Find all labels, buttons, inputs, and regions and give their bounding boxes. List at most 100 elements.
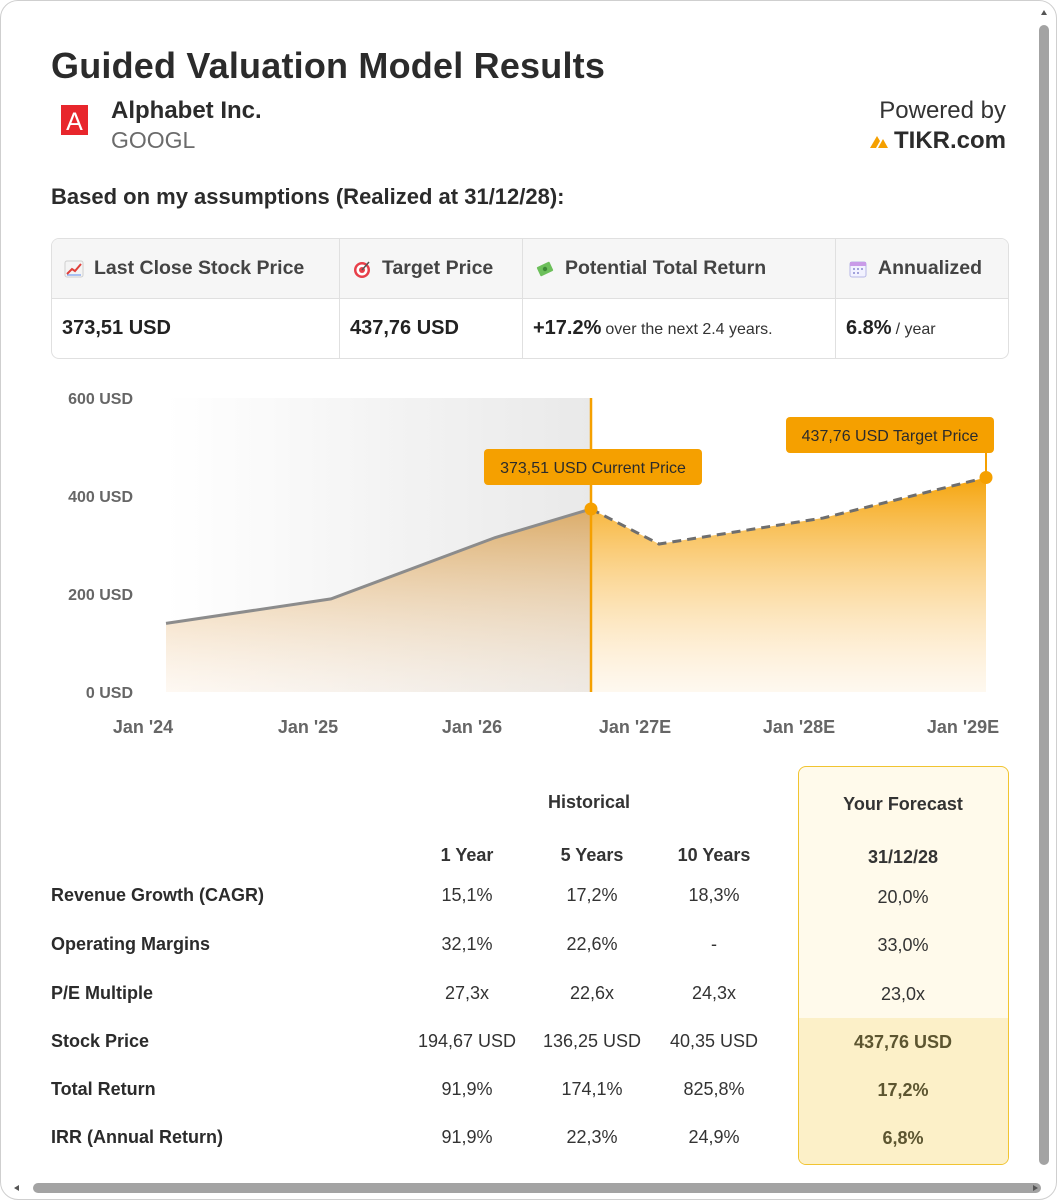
row-label: Stock Price <box>51 1031 150 1051</box>
cell: 40,35 USD <box>669 1031 759 1051</box>
cell: 18,3% <box>688 885 740 905</box>
col-10-years: 10 Years <box>677 845 751 865</box>
potential-label: Potential Total Return <box>565 257 767 279</box>
x-tick-label: Jan '26 <box>442 717 502 737</box>
assumptions-heading: Based on my assumptions (Realized at 31/… <box>51 184 565 209</box>
cell: 24,9% <box>688 1127 740 1147</box>
historical-heading: Historical <box>547 792 631 812</box>
y-tick-label: 400 USD <box>68 489 133 506</box>
chart-increasing-icon <box>64 260 84 277</box>
cell: 22,6% <box>566 934 618 954</box>
summary-last-close: Last Close Stock Price 373,51 USD <box>52 239 340 358</box>
cell: 91,9% <box>441 1127 493 1147</box>
col-5-years: 5 Years <box>560 845 624 865</box>
current-price-callout: 373,51 USD Current Price <box>484 449 702 516</box>
x-tick-label: Jan '27E <box>599 717 671 737</box>
scroll-left-icon[interactable] <box>13 1184 21 1192</box>
price-chart: 600 USD 400 USD 200 USD 0 USD Jan '24 Jan '2… <box>68 391 999 737</box>
svg-text:A: A <box>66 108 83 135</box>
potential-suffix: over the next 2.4 years. <box>605 321 773 338</box>
price-point <box>584 502 598 516</box>
forecast-line <box>590 476 987 546</box>
annualized-suffix: / year <box>895 321 936 338</box>
col-forecast-date: 31/12/28 <box>867 847 939 867</box>
vertical-scrollbar[interactable] <box>1038 7 1050 1167</box>
forecast-column <box>798 766 1009 1165</box>
cell: 91,9% <box>441 1079 493 1099</box>
row-label: Total Return <box>51 1079 156 1099</box>
cell: - <box>711 934 717 954</box>
row-label: Operating Margins <box>51 934 211 954</box>
forecast-cell: 23,0x <box>880 984 926 1004</box>
annualized-label: Annualized <box>878 257 983 279</box>
potential-value: +17.2% over the next 2.4 years. <box>533 317 773 340</box>
summary-table: Last Close Stock Price 373,51 USD Target… <box>51 238 1009 359</box>
annualized-rate: 6.8% <box>846 317 892 339</box>
forecast-cell: 6,8% <box>882 1128 924 1148</box>
summary-target: Target Price 437,76 USD <box>340 239 523 358</box>
price-point <box>979 470 993 484</box>
cell: 194,67 USD <box>417 1031 517 1051</box>
horizontal-scroll-thumb[interactable] <box>33 1183 1041 1193</box>
tikr-link[interactable]: TIKR.com <box>869 127 1006 155</box>
target-price-callout: 437,76 USD Target Price <box>786 417 994 484</box>
forecast-cell: 20,0% <box>877 887 929 907</box>
calendar-icon <box>849 261 867 277</box>
cell: 24,3x <box>691 983 737 1003</box>
cell: 17,2% <box>566 885 618 905</box>
forecast-area <box>591 477 986 692</box>
tikr-logo-icon <box>869 136 888 148</box>
target-value: 437,76 USD <box>350 317 459 339</box>
company-name: Alphabet Inc. <box>111 97 262 124</box>
company-logo-icon: A <box>61 105 88 135</box>
cell: 32,1% <box>441 934 493 954</box>
horizontal-scrollbar[interactable] <box>11 1181 1041 1195</box>
forecast-cell: 17,2% <box>877 1080 929 1100</box>
y-tick-label: 200 USD <box>68 587 133 604</box>
last-close-label: Last Close Stock Price <box>94 257 305 279</box>
target-icon <box>354 261 370 278</box>
x-tick-label: Jan '29E <box>927 717 999 737</box>
callout-label: 437,76 USD Target Price <box>802 428 979 445</box>
cell: 22,3% <box>566 1127 618 1147</box>
vertical-scroll-thumb[interactable] <box>1039 25 1049 1165</box>
history-area <box>166 508 591 692</box>
money-wings-icon <box>536 261 554 276</box>
summary-annualized: Annualized 6.8% / year <box>836 239 1008 358</box>
forecast-heading: Your Forecast <box>843 794 963 814</box>
forecast-cell: 33,0% <box>877 935 929 955</box>
company-ticker: GOOGL <box>111 127 196 153</box>
forecast-cell: 437,76 USD <box>853 1032 953 1052</box>
y-tick-label: 600 USD <box>68 391 133 408</box>
cell: 174,1% <box>561 1079 623 1099</box>
y-tick-label: 0 USD <box>86 685 133 702</box>
target-label: Target Price <box>382 257 494 279</box>
col-1-year: 1 Year <box>440 845 494 865</box>
potential-return: +17.2% <box>533 317 602 339</box>
cell: 136,25 USD <box>542 1031 642 1051</box>
cell: 15,1% <box>441 885 493 905</box>
x-tick-label: Jan '24 <box>113 717 173 737</box>
powered-by-label: Powered by <box>879 97 1006 124</box>
callout-box <box>484 449 702 485</box>
cell: 22,6x <box>569 983 615 1003</box>
page-title: Guided Valuation Model Results <box>51 45 606 86</box>
x-tick-label: Jan '25 <box>278 717 338 737</box>
cell: 27,3x <box>444 983 490 1003</box>
forecast-highlight <box>799 1018 1008 1164</box>
callout-label: 373,51 USD Current Price <box>500 460 686 477</box>
tikr-brand: TIKR.com <box>893 127 1006 154</box>
returns-table: Historical Your Forecast 1 Year 5 Years … <box>1 761 1056 1181</box>
annualized-value: 6.8% / year <box>846 317 936 340</box>
row-label: P/E Multiple <box>51 983 154 1003</box>
row-label: Revenue Growth (CAGR) <box>51 885 265 905</box>
summary-header <box>52 239 1008 299</box>
scroll-up-icon[interactable] <box>1040 9 1048 17</box>
last-close-value: 373,51 USD <box>62 317 171 339</box>
summary-potential: Potential Total Return +17.2% over the ne… <box>523 239 836 358</box>
history-line <box>165 507 592 625</box>
cell: 825,8% <box>683 1079 745 1099</box>
x-tick-label: Jan '28E <box>763 717 835 737</box>
scroll-right-icon[interactable] <box>1031 1184 1039 1192</box>
